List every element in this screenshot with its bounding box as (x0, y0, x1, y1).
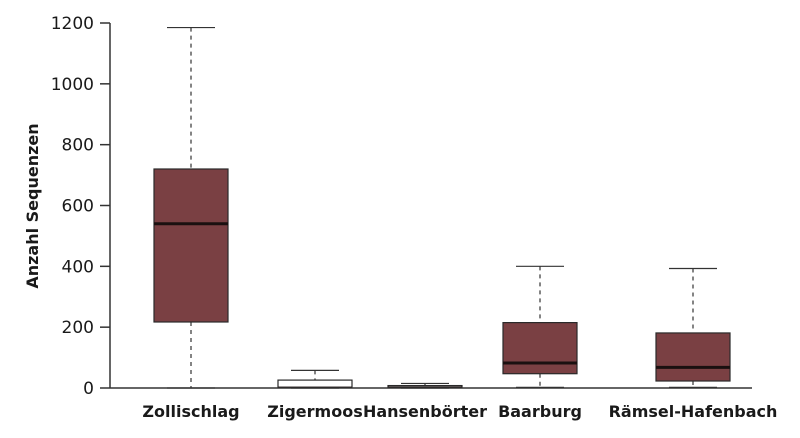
box-1 (277, 369, 353, 389)
iqr-box (502, 322, 578, 375)
y-tick-label: 1000 (51, 75, 94, 95)
category-label: Zollischlag (142, 402, 239, 421)
y-tick-label: 800 (62, 136, 94, 156)
y-tick-label: 0 (83, 379, 94, 399)
iqr-box (655, 332, 731, 382)
category-label: Baarburg (498, 402, 582, 421)
y-axis-label: Anzahl Sequenzen (23, 123, 42, 288)
y-axis: 0 200 400 600 800 1000 1200 (51, 14, 111, 399)
category-label: Zigermoos (267, 402, 362, 421)
category-label: Hansenbörter (363, 402, 487, 421)
category-label: Rämsel-Hafenbach (609, 402, 778, 421)
y-tick-label: 200 (62, 318, 94, 338)
y-tick-label: 1200 (51, 14, 94, 34)
box-3 (502, 265, 578, 388)
y-tick-label: 600 (62, 197, 94, 217)
boxes (153, 26, 731, 389)
iqr-box (277, 379, 353, 388)
x-axis: Zollischlag Zigermoos Hansenbörter Baarburg… (110, 387, 778, 421)
box-4 (655, 267, 731, 388)
iqr-box (153, 168, 229, 323)
box-0 (153, 26, 229, 389)
y-tick-label: 400 (62, 257, 94, 277)
